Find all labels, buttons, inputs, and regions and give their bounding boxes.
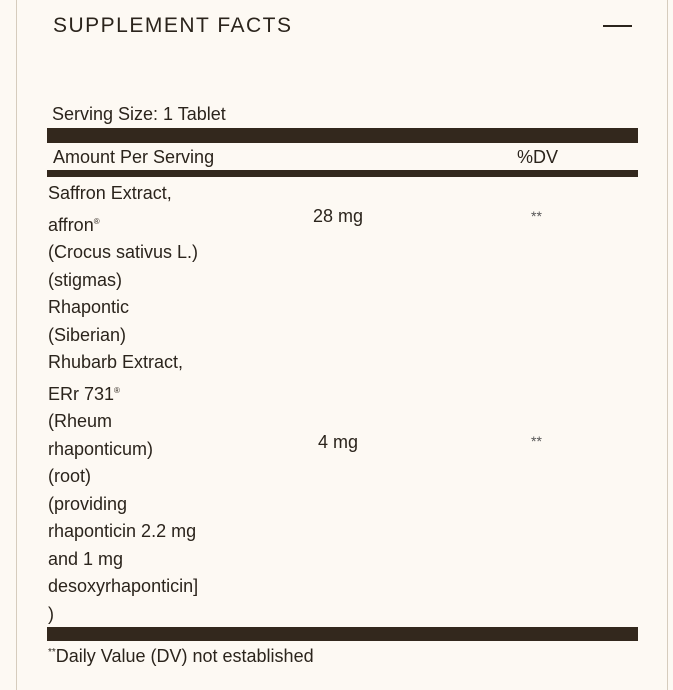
ingredient-dv: ** — [531, 208, 542, 224]
ingredient-name-line: desoxyrhaponticin] — [48, 576, 199, 596]
footnote-mark: ** — [48, 647, 56, 658]
section-title: SUPPLEMENT FACTS — [53, 14, 293, 37]
serving-size: Serving Size: 1 Tablet — [52, 104, 226, 124]
ingredient-name-line: ERr 731® — [48, 383, 120, 404]
registered-mark: ® — [93, 216, 100, 226]
ingredient-name-line: Saffron Extract, — [48, 183, 172, 203]
supplement-facts-panel — [16, 0, 668, 690]
ingredient-name-line: Rhapontic — [48, 297, 130, 317]
ingredient-name: Rhapontic (Siberian) Rhubarb Extract, ERr 7… — [48, 294, 288, 628]
ingredient-name-line: (Siberian) — [48, 324, 127, 345]
ingredient-name-line: (providing — [48, 493, 128, 514]
ingredient-name: Saffron Extract, affron® (Crocus sativus L… — [48, 180, 288, 294]
registered-mark: ® — [114, 385, 120, 395]
ingredient-name-line: rhaponticin 2.2 mg — [48, 521, 197, 541]
ingredient-name-line: affron® — [48, 214, 100, 235]
ingredient-amount: 4 mg — [318, 432, 359, 452]
footnote-text: Daily Value (DV) not established — [55, 646, 314, 666]
ingredient-name-line: (root) — [48, 466, 92, 486]
ingredient-name-line: Rhubarb Extract, — [48, 352, 184, 372]
ingredient-dv: ** — [531, 433, 542, 449]
ingredient-amount: 28 mg — [313, 206, 364, 226]
ingredient-name-line: (Crocus sativus L.) — [48, 242, 199, 262]
ingredient-name-line: rhaponticum) — [48, 438, 154, 459]
minus-icon[interactable] — [603, 25, 632, 27]
divider-thick — [47, 627, 638, 641]
ingredient-name-line: and 1 mg — [48, 548, 124, 569]
ingredient-name-line: ) — [48, 603, 54, 624]
ingredient-name-line: (stigmas) — [48, 269, 123, 290]
divider-medium — [47, 170, 638, 177]
ingredient-name-line: (Rheum — [48, 411, 113, 431]
amount-per-serving-header: Amount Per Serving — [53, 147, 215, 167]
footnote: **Daily Value (DV) not established — [48, 646, 314, 667]
divider-thick — [47, 128, 638, 143]
dv-header: %DV — [517, 147, 559, 167]
